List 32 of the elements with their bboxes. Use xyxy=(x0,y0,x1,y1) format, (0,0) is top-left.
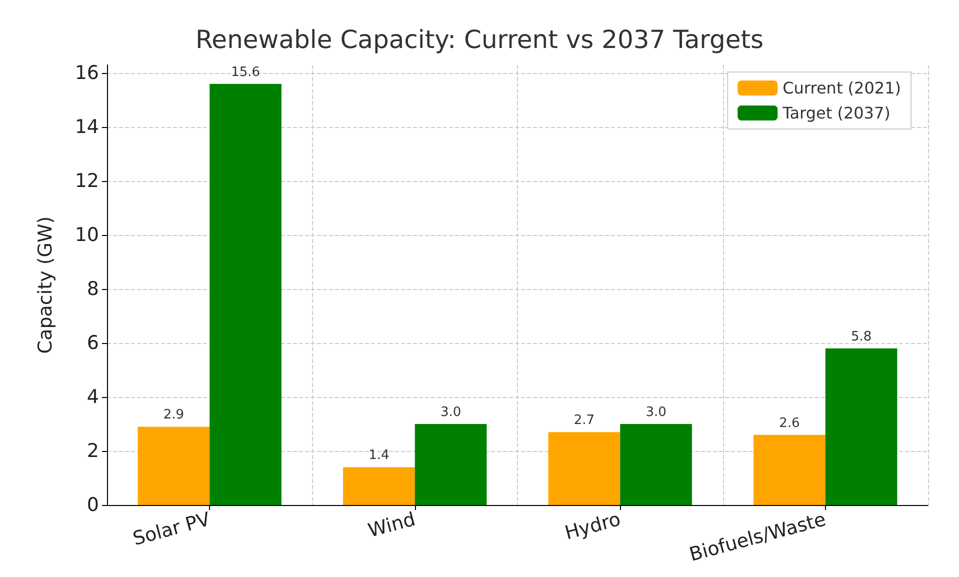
bar xyxy=(548,432,620,505)
x-tick-label: Hydro xyxy=(562,508,623,544)
legend-label: Current (2021) xyxy=(782,78,902,98)
y-tick-label: 10 xyxy=(74,224,99,246)
bar xyxy=(343,467,415,505)
y-tick-label: 4 xyxy=(86,386,99,408)
chart-title: Renewable Capacity: Current vs 2037 Targets xyxy=(195,25,764,54)
data-label: 1.4 xyxy=(368,448,390,464)
legend-label: Target (2037) xyxy=(782,104,890,122)
y-tick-label: 2 xyxy=(86,440,99,462)
y-tick-label: 0 xyxy=(86,494,99,516)
bar xyxy=(620,424,692,505)
bar xyxy=(754,434,826,505)
bar xyxy=(414,424,487,505)
y-tick-label: 16 xyxy=(74,62,99,84)
data-label: 3.0 xyxy=(440,405,462,420)
y-tick-label: 12 xyxy=(74,170,99,192)
y-tick-label: 6 xyxy=(86,332,99,354)
data-label: 3.0 xyxy=(646,405,666,420)
x-tick-label: Wind xyxy=(366,508,418,542)
data-label: 15.6 xyxy=(231,64,260,80)
data-label: 2.6 xyxy=(779,416,800,431)
bar xyxy=(210,84,282,505)
data-label: 5.8 xyxy=(850,329,872,344)
data-label: 2.7 xyxy=(574,413,595,428)
bar xyxy=(825,348,898,505)
y-tick-label: 14 xyxy=(74,116,99,138)
y-axis-title: Capacity (GW) xyxy=(34,216,56,354)
data-label: 2.9 xyxy=(163,408,184,423)
y-tick-label: 8 xyxy=(86,278,99,300)
bar xyxy=(138,426,210,505)
x-tick-label: Solar PV xyxy=(130,508,212,550)
